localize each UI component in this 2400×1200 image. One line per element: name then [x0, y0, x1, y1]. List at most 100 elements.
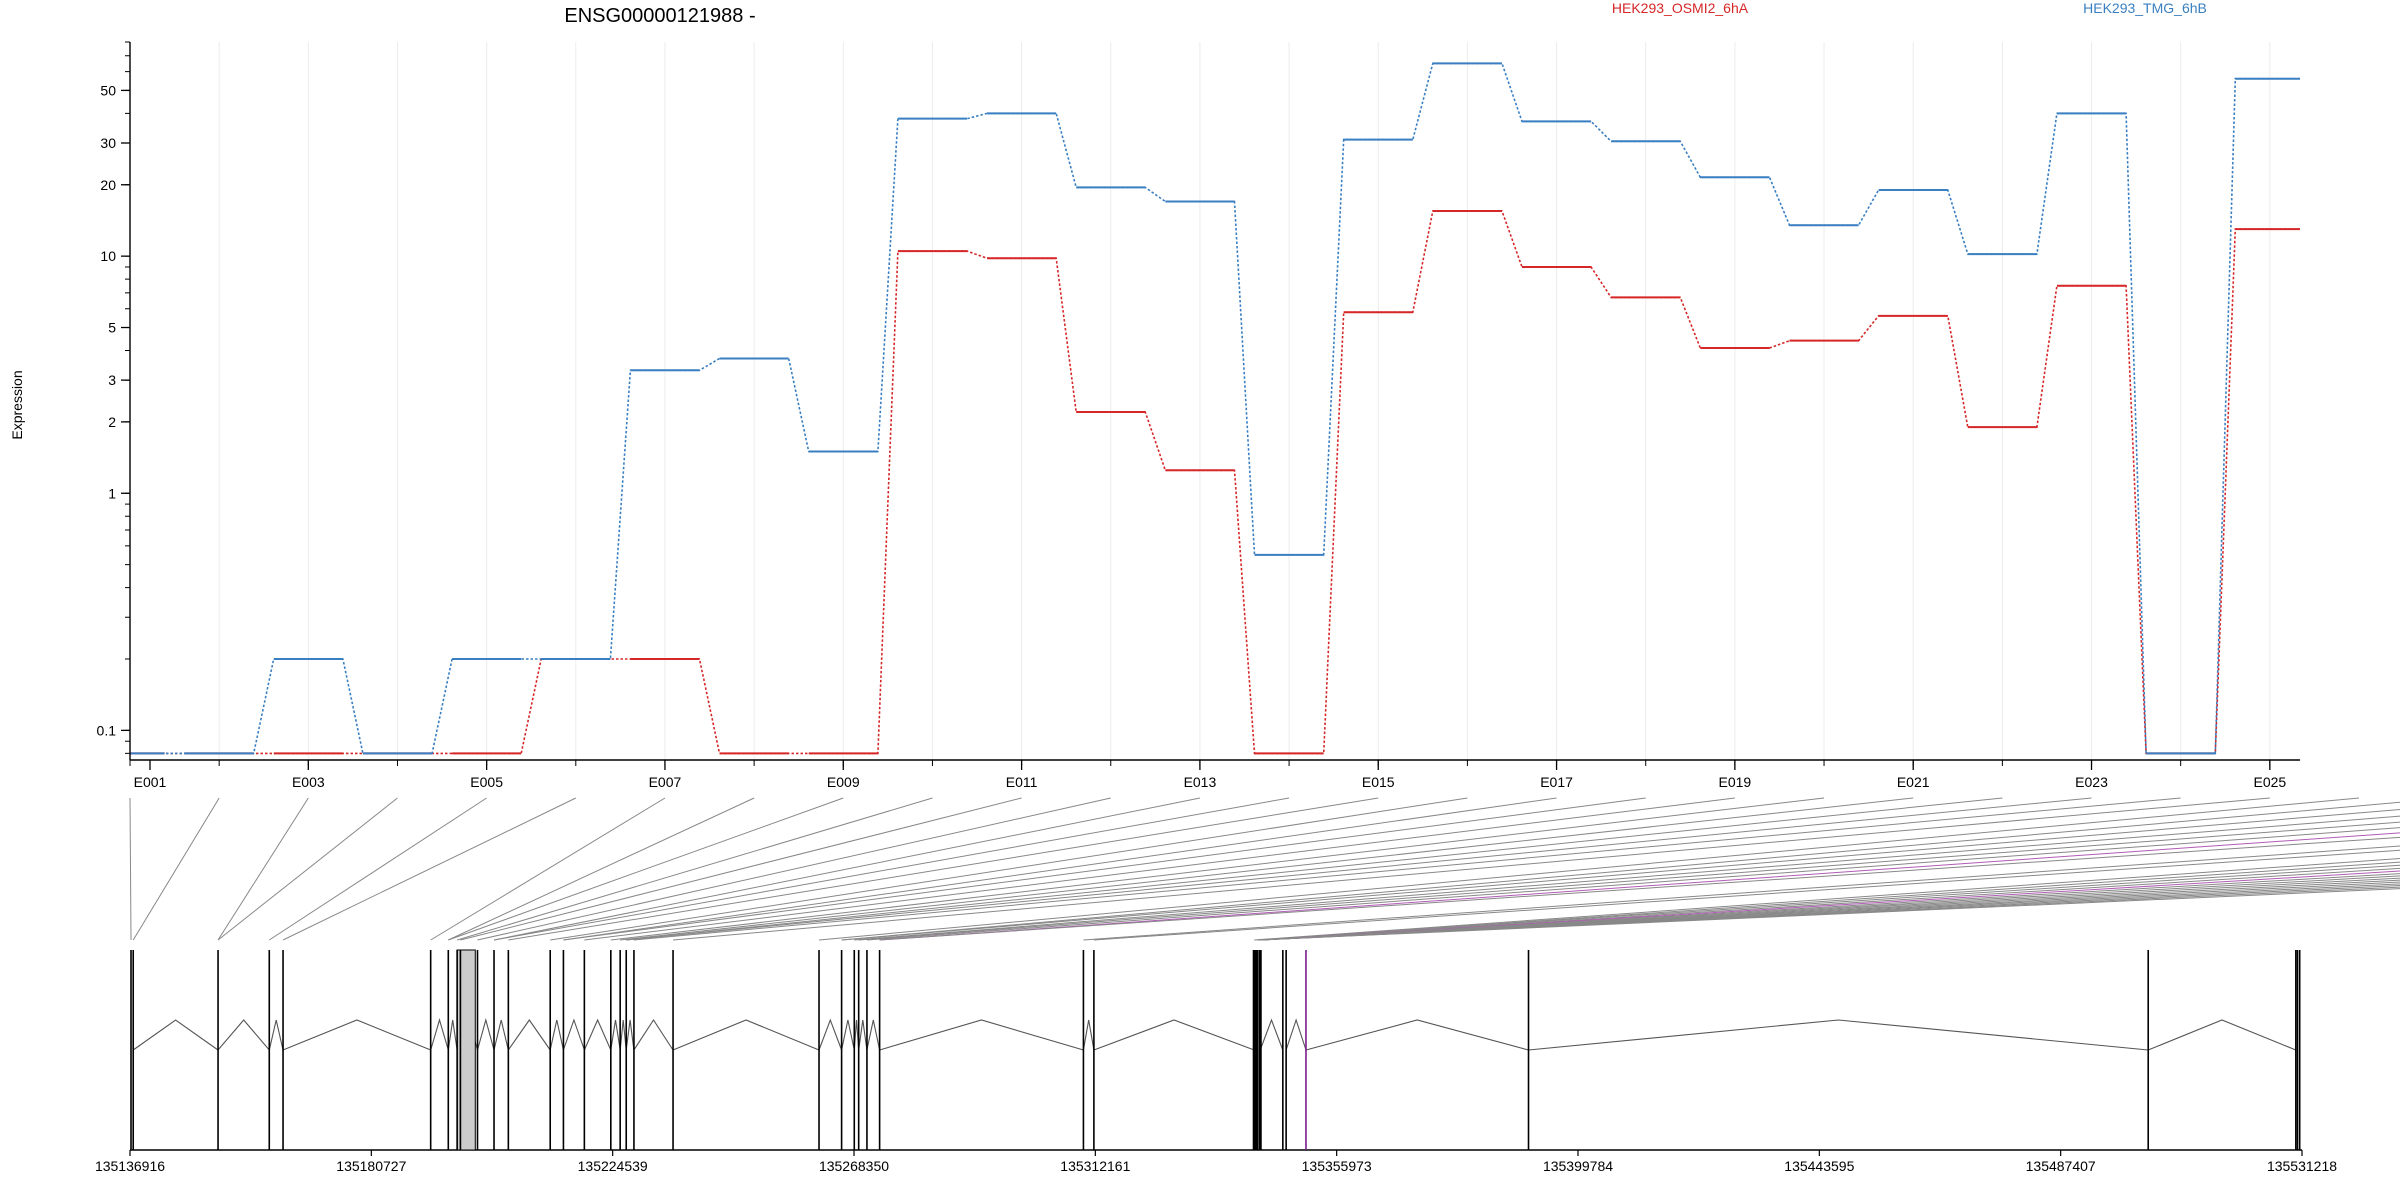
intron-link	[132, 1019, 219, 1051]
x-tick-label: E009	[827, 774, 860, 790]
exon-connector	[448, 797, 755, 941]
x-tick-label: E007	[649, 774, 682, 790]
intron-link	[1528, 1019, 2149, 1051]
exon-connector	[1260, 867, 2400, 941]
intron-link	[430, 1018, 449, 1051]
exon-connector	[879, 836, 2400, 941]
exon-connector	[550, 797, 1468, 941]
genomic-tick-label: 135136916	[95, 1158, 165, 1174]
exon-connector	[841, 801, 2400, 941]
intron-link	[562, 1018, 585, 1051]
genomic-tick-label: 135224539	[578, 1158, 648, 1174]
intron-link	[493, 1019, 509, 1051]
exon-connector	[1260, 885, 2400, 941]
intron-link	[619, 1019, 627, 1051]
intron-link	[476, 1017, 495, 1051]
exon-connector	[1256, 864, 2400, 941]
exon-connector	[1260, 881, 2400, 941]
exon-connector	[1260, 870, 2400, 941]
exon-connector	[217, 797, 309, 941]
y-axis-label: Expression	[9, 370, 25, 439]
exon-connector	[1093, 849, 2400, 941]
intron-link	[1285, 1018, 1307, 1051]
exon-connector	[456, 797, 933, 941]
exon-connector	[1260, 875, 2400, 941]
exon-connector	[858, 821, 2400, 941]
exon-connector	[1260, 877, 2400, 941]
intron-link	[866, 1019, 881, 1051]
genomic-tick-label: 135399784	[1543, 1158, 1613, 1174]
exon-connectors	[129, 797, 2400, 941]
exon-connector	[460, 797, 1022, 941]
exon-connector	[448, 797, 844, 941]
exon-connector	[217, 797, 398, 941]
intron-link	[1082, 1019, 1095, 1051]
intron-link	[282, 1019, 431, 1051]
y-tick-label: 3	[108, 372, 116, 388]
exon-connector	[477, 797, 1111, 941]
y-tick-label: 30	[100, 135, 116, 151]
intron-link	[1305, 1019, 1529, 1051]
intron-link	[583, 1018, 612, 1051]
x-tick-label: E019	[1719, 774, 1752, 790]
axes: 0.1 1 2 3 5 10 20 30 50 E001 E003 E005 E007 E009 E011 E…	[97, 41, 2300, 790]
exon-connector	[626, 797, 2092, 941]
x-tick-label: E015	[1362, 774, 1395, 790]
exon-connector	[1260, 883, 2400, 941]
exon-connector	[1083, 845, 2400, 941]
exon-connector	[493, 797, 1201, 941]
y-tick-label: 5	[108, 320, 116, 336]
exon-connector	[866, 827, 2400, 941]
x-tick-label: E001	[134, 774, 167, 790]
exon-connector	[1254, 857, 2400, 941]
gene-structure: 135136916 135180727 135224539 135268350 1353…	[95, 949, 2337, 1174]
exon-connector	[1260, 886, 2400, 941]
x-tick-label: E021	[1897, 774, 1930, 790]
exon-connector	[1260, 873, 2400, 941]
x-tick-label: E011	[1006, 774, 1038, 790]
intron-link	[268, 1019, 284, 1051]
exon-connector	[633, 797, 2181, 941]
y-tick-label: 2	[108, 414, 116, 430]
exon-connector	[1260, 888, 2400, 941]
intron-link	[879, 1019, 1084, 1051]
genomic-tick-label: 135312161	[1060, 1158, 1130, 1174]
exon-connector	[610, 797, 1825, 941]
exon-connector	[584, 797, 1735, 941]
exon-connector	[129, 797, 132, 941]
exon-connector	[563, 797, 1557, 941]
x-tick-label: E025	[2253, 774, 2286, 790]
y-tick-label: 0.1	[97, 722, 117, 738]
exon-connector	[620, 797, 1914, 941]
intron-link	[2147, 1019, 2297, 1051]
intron-link	[625, 1019, 635, 1051]
chart-title: ENSG00000121988 -	[564, 5, 755, 27]
exon-connector	[282, 797, 577, 941]
legend-osmi2: HEK293_OSMI2_6hA	[1612, 0, 1749, 16]
exon-connector	[1260, 879, 2400, 941]
genomic-tick-label: 135443595	[1784, 1158, 1854, 1174]
series-line-tmg	[130, 62, 2300, 755]
intron-link	[1093, 1019, 1255, 1051]
intron-link	[549, 1019, 564, 1051]
intron-link	[507, 1019, 551, 1051]
x-tick-label: E005	[470, 774, 503, 790]
intron-link	[217, 1019, 270, 1051]
exon-connector	[1256, 861, 2400, 941]
intron-link	[858, 1019, 868, 1051]
genomic-tick-label: 135268350	[819, 1158, 889, 1174]
exon-connector	[626, 797, 2003, 941]
intron-link	[633, 1018, 674, 1051]
intron-link	[818, 1018, 843, 1051]
y-tick-label: 50	[100, 82, 116, 98]
exon-connector	[818, 797, 2360, 941]
genomic-tick-label: 135531218	[2267, 1158, 2337, 1174]
genomic-tick-label: 135355973	[1302, 1158, 1372, 1174]
y-tick-label: 10	[100, 248, 116, 264]
intron-link	[672, 1019, 820, 1051]
x-tick-label: E003	[292, 774, 325, 790]
exon-connector	[493, 797, 1290, 941]
series-line-osmi2	[130, 210, 2300, 755]
exon-connector	[673, 797, 2270, 941]
